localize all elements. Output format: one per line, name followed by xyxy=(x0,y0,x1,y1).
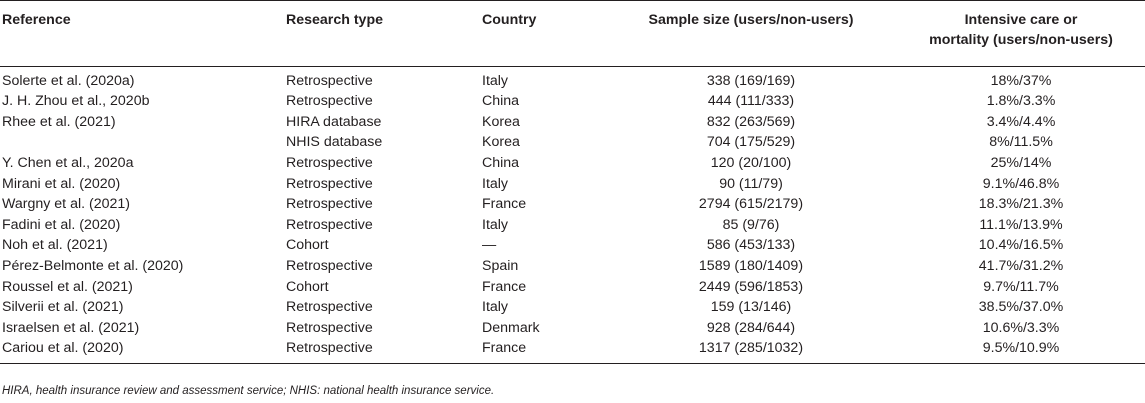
cell-sample-size: 2794 (615/2179) xyxy=(698,196,804,213)
cell-sample-size: 586 (453/133) xyxy=(706,237,796,254)
cell-research-type: HIRA database xyxy=(286,113,382,130)
cell-outcome: 9.7%/11.7% xyxy=(983,278,1059,295)
cell-country: France xyxy=(482,278,527,295)
table-row: J. H. Zhou et al., 2020b Retrospective Chi… xyxy=(0,91,1145,112)
cell-research-type: Retrospective xyxy=(286,216,373,233)
cell-research-type: Retrospective xyxy=(286,299,373,316)
cell-reference: Israelsen et al. (2021) xyxy=(2,319,140,336)
cell-research-type: Retrospective xyxy=(284,338,480,365)
cell-sample-size: 120 (20/100) xyxy=(710,155,792,172)
cell-reference: Solerte et al. (2020a) xyxy=(2,73,135,89)
cell-reference: Rhee et al. (2021) xyxy=(2,113,116,130)
cell-reference: J. H. Zhou et al., 2020b xyxy=(2,93,150,110)
cell-sample-size: 832 (263/569) xyxy=(706,113,796,130)
cell-reference: Roussel et al. (2021) xyxy=(2,278,133,295)
cell-outcome: 38.5%/37.0% xyxy=(978,299,1064,316)
cell-reference: Silverii et al. (2021) xyxy=(2,299,124,316)
table-row: Mirani et al. (2020) Retrospective Italy 90… xyxy=(0,173,1145,194)
table-row: Rhee et al. (2021) HIRA database Korea 832 … xyxy=(0,112,1145,133)
table-row: Silverii et al. (2021) Retrospective Italy… xyxy=(0,297,1145,318)
cell-country: France xyxy=(480,338,605,365)
cell-research-type: Retrospective xyxy=(286,73,373,89)
cell-outcome: 41.7%/31.2% xyxy=(978,258,1064,275)
cell-outcome: 10.4%/16.5% xyxy=(978,237,1064,254)
cell-country: Italy xyxy=(482,299,509,316)
cell-outcome: 10.6%/3.3% xyxy=(982,319,1060,336)
cell-research-type: Cohort xyxy=(286,278,329,295)
study-table-container: Reference Research type Country Sample s… xyxy=(0,0,1145,365)
cell-sample-size: 444 (111/333) xyxy=(707,93,795,110)
cell-sample-size: 338 (169/169) xyxy=(706,73,796,89)
table-row: Noh et al. (2021) Cohort — 586 (453/133) 10.… xyxy=(0,235,1145,256)
cell-reference: Noh et al. (2021) xyxy=(2,237,108,254)
header-row: Reference Research type Country Sample s… xyxy=(0,0,1145,67)
cell-outcome: 8%/11.5% xyxy=(989,134,1053,151)
cell-outcome: 18%/37% xyxy=(990,73,1052,89)
cell-country: Korea xyxy=(482,134,520,151)
cell-research-type: Retrospective xyxy=(286,196,373,213)
header-outcome-line2: mortality (users/non-users) xyxy=(929,32,1113,48)
table-row: Cariou et al. (2020) Retrospective France 1… xyxy=(0,338,1145,365)
cell-country: Korea xyxy=(482,113,520,130)
table-footnote: HIRA, health insurance review and assess… xyxy=(2,385,495,397)
table-row: Pérez-Belmonte et al. (2020) Retrospectiv… xyxy=(0,256,1145,277)
cell-sample-size: 704 (175/529) xyxy=(706,134,796,151)
table-row: Roussel et al. (2021) Cohort France 2449 (5… xyxy=(0,276,1145,297)
header-outcome-line1: Intensive care or xyxy=(964,12,1078,28)
cell-research-type: Retrospective xyxy=(286,258,373,275)
cell-research-type: Cohort xyxy=(286,237,329,254)
cell-sample-size: 159 (13/146) xyxy=(710,299,792,316)
table-row: Y. Chen et al., 2020a Retrospective China 1… xyxy=(0,153,1145,174)
cell-sample-size: 1317 (285/1032) xyxy=(605,338,897,365)
cell-country: Italy xyxy=(482,175,509,192)
cell-research-type: Retrospective xyxy=(286,175,373,192)
cell-outcome: 25%/14% xyxy=(990,155,1052,172)
cell-outcome: 1.8%/3.3% xyxy=(986,93,1056,110)
table-row: NHIS database Korea 704 (175/529) 8%/11.5% xyxy=(0,132,1145,153)
cell-country: Spain xyxy=(482,258,519,275)
table-header: Reference Research type Country Sample s… xyxy=(0,0,1145,67)
cell-research-type: NHIS database xyxy=(286,134,383,151)
cell-sample-size: 1589 (180/1409) xyxy=(698,258,804,275)
cell-country: Italy xyxy=(482,73,509,89)
study-table: Reference Research type Country Sample s… xyxy=(0,0,1145,365)
header-reference: Reference xyxy=(0,0,284,67)
table-row: Fadini et al. (2020) Retrospective Italy 85… xyxy=(0,215,1145,236)
cell-research-type: Retrospective xyxy=(286,93,373,110)
cell-country: China xyxy=(482,155,520,172)
cell-reference: Cariou et al. (2020) xyxy=(0,338,284,365)
cell-reference: Wargny et al. (2021) xyxy=(2,196,131,213)
cell-research-type: Retrospective xyxy=(286,319,373,336)
cell-sample-size: 85 (9/76) xyxy=(722,216,780,233)
cell-country: Italy xyxy=(482,216,509,233)
cell-outcome: 9.1%/46.8% xyxy=(982,175,1060,192)
header-outcome: Intensive care or mortality (users/non-u… xyxy=(897,0,1145,67)
cell-reference xyxy=(0,132,284,153)
cell-outcome: 18.3%/21.3% xyxy=(978,196,1064,213)
cell-country: Denmark xyxy=(482,319,540,336)
cell-reference: Fadini et al. (2020) xyxy=(2,216,121,233)
table-row: Wargny et al. (2021) Retrospective France 2… xyxy=(0,194,1145,215)
cell-reference: Mirani et al. (2020) xyxy=(2,175,121,192)
table-body: Solerte et al. (2020a) Retrospective Italy… xyxy=(0,67,1145,365)
cell-outcome: 3.4%/4.4% xyxy=(986,113,1056,130)
cell-reference: Y. Chen et al., 2020a xyxy=(2,155,134,172)
cell-outcome: 11.1%/13.9% xyxy=(979,216,1063,233)
cell-country: France xyxy=(482,196,527,213)
cell-reference: Pérez-Belmonte et al. (2020) xyxy=(2,258,184,275)
table-row: Israelsen et al. (2021) Retrospective Denm… xyxy=(0,318,1145,339)
cell-country: China xyxy=(482,93,520,110)
header-country: Country xyxy=(480,0,605,67)
header-sample-size: Sample size (users/non-users) xyxy=(605,0,897,67)
cell-sample-size: 90 (11/79) xyxy=(719,175,783,192)
table-row: Solerte et al. (2020a) Retrospective Italy… xyxy=(0,67,1145,92)
cell-sample-size: 2449 (596/1853) xyxy=(698,278,804,295)
cell-sample-size: 928 (284/644) xyxy=(706,319,796,336)
cell-research-type: Retrospective xyxy=(286,155,373,172)
cell-country: — xyxy=(482,237,497,254)
header-research-type: Research type xyxy=(284,0,480,67)
cell-outcome: 9.5%/10.9% xyxy=(897,338,1145,365)
